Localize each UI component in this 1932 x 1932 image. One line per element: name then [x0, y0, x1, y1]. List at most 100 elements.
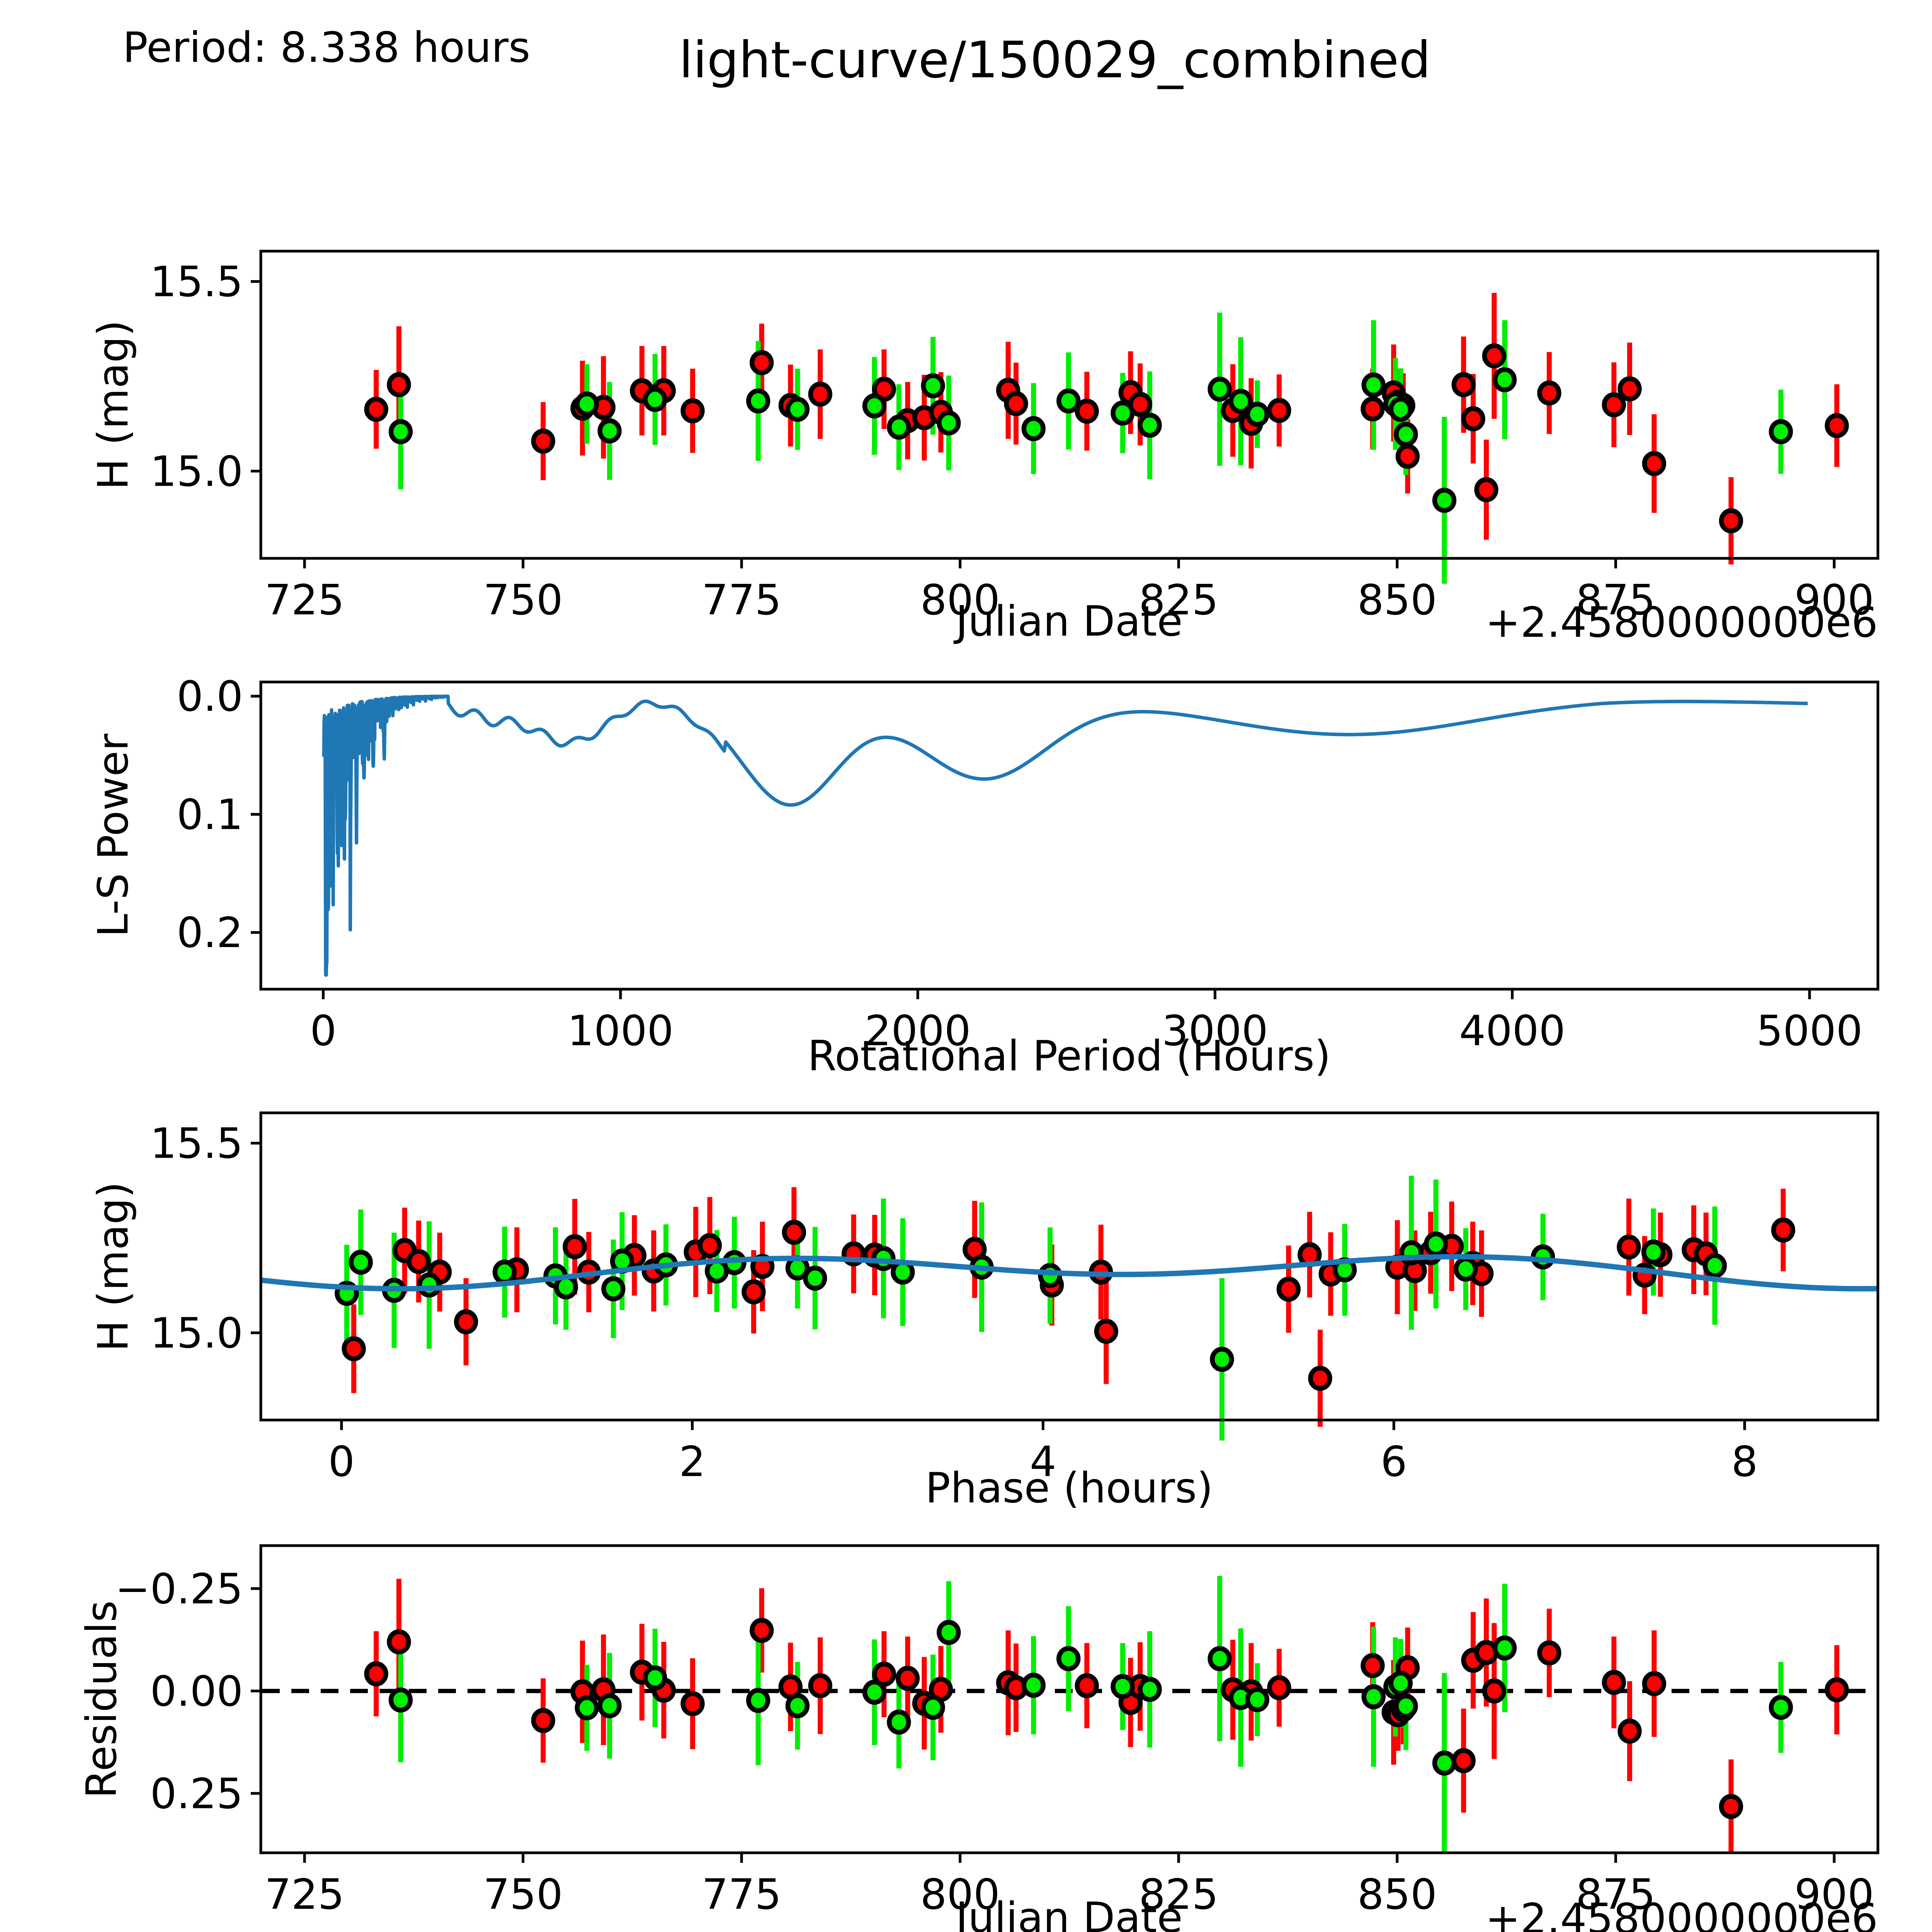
data-point: [750, 1617, 774, 1643]
data-point: [1617, 376, 1642, 401]
periodogram-curve: [322, 694, 1808, 977]
data-point: [937, 410, 961, 436]
data-point: [1602, 1670, 1626, 1695]
panel2-x-axis-label: Rotational Period (Hours): [808, 1032, 1331, 1080]
panel4-x-axis-label: Julian Date: [953, 1894, 1182, 1932]
x-tick-label: 2: [679, 1438, 706, 1486]
data-point: [1075, 1673, 1099, 1698]
data-point: [454, 1309, 478, 1335]
data-point: [1111, 400, 1135, 426]
period-annotation: Period: 8.338 hours: [123, 24, 531, 72]
data-point: [1394, 422, 1418, 447]
data-point: [1208, 376, 1232, 402]
y-tick-label: 0.25: [150, 1770, 243, 1818]
x-tick-label: 3000: [1162, 1007, 1268, 1055]
x-tick-label: 6: [1381, 1438, 1407, 1486]
y-tick-label: 15.5: [150, 258, 243, 306]
data-point: [750, 350, 774, 375]
panel2-x-ticks: 0 1000 2000 3000 4000 5000: [310, 989, 1862, 1055]
data-point: [785, 1693, 810, 1718]
data-point: [1267, 398, 1291, 423]
x-tick-label: 875: [1576, 576, 1655, 624]
data-point: [1208, 1646, 1232, 1671]
data-point: [862, 393, 887, 418]
data-point: [387, 1629, 411, 1655]
panel4-y-ticks: 0.25 0.00 −0.25: [115, 1565, 261, 1818]
data-point: [1454, 1256, 1478, 1282]
data-point: [1451, 372, 1476, 397]
x-tick-label: 825: [1139, 576, 1218, 624]
panel2-axes-frame: [259, 680, 1879, 991]
data-point: [742, 1279, 766, 1304]
data-point: [1021, 1673, 1046, 1698]
panel-phase-folded: 0 2 4 6 8 15.5 15.0 Phase (hours) H (mag): [89, 1111, 1879, 1512]
lightcurve-datapoints: [364, 293, 1849, 584]
x-tick-label: 850: [1357, 1871, 1437, 1919]
panel3-x-ticks: 0 2 4 6 8: [328, 1420, 1758, 1486]
data-point: [1111, 1674, 1135, 1699]
x-tick-label: 800: [920, 576, 1000, 624]
data-point: [1769, 1695, 1793, 1720]
data-point: [808, 381, 832, 407]
data-point: [597, 418, 622, 444]
panel1-x-offset-label: +2.4580000000e6: [1485, 599, 1878, 647]
panel4-axes-frame: [259, 1544, 1879, 1854]
panel3-y-ticks: 15.5 15.0: [150, 1120, 261, 1357]
x-tick-label: 900: [1794, 1871, 1874, 1919]
data-point: [808, 1673, 832, 1698]
data-point: [1432, 1750, 1457, 1776]
x-tick-label: 1000: [567, 1007, 673, 1055]
x-tick-label: 875: [1576, 1871, 1655, 1919]
panel-lomb-scargle: 0 1000 2000 3000 4000 5000 0.0 0.1 0.2 Rotation…: [89, 673, 1879, 1080]
data-point: [1492, 367, 1517, 393]
data-point: [1702, 1253, 1727, 1278]
x-tick-label: 4: [1030, 1438, 1056, 1486]
data-point: [575, 391, 599, 417]
data-point: [1361, 372, 1386, 398]
x-tick-label: 725: [265, 1871, 344, 1919]
data-point: [1537, 380, 1561, 406]
data-point: [697, 1233, 722, 1258]
data-point: [1210, 1347, 1234, 1372]
x-tick-label: 800: [920, 1871, 1000, 1919]
data-point: [1825, 413, 1849, 438]
data-point: [803, 1265, 827, 1291]
data-point: [349, 1250, 373, 1275]
data-point: [1308, 1366, 1332, 1391]
data-point: [746, 388, 770, 414]
data-point: [1451, 1748, 1476, 1773]
data-point: [1094, 1318, 1118, 1344]
y-tick-label: 15.0: [150, 1309, 243, 1357]
data-point: [563, 1234, 587, 1259]
panel2-y-axis-label: L-S Power: [89, 733, 138, 937]
phase-datapoints: [335, 1175, 1796, 1440]
y-tick-label: 0.0: [177, 673, 243, 721]
data-point: [1388, 1670, 1413, 1696]
data-point: [1482, 1678, 1507, 1704]
x-tick-label: 4000: [1459, 1007, 1565, 1055]
y-tick-label: 0.00: [150, 1667, 243, 1716]
data-point: [387, 372, 411, 397]
data-point: [1769, 419, 1793, 444]
data-point: [1267, 1675, 1291, 1701]
data-point: [1537, 1640, 1561, 1666]
data-point: [1642, 451, 1667, 476]
data-point: [531, 1708, 555, 1733]
x-tick-label: 0: [310, 1007, 337, 1055]
data-point: [388, 1687, 413, 1713]
y-tick-label: 0.2: [177, 909, 243, 957]
data-point: [1432, 488, 1457, 513]
panel3-axes-frame: [259, 1111, 1879, 1422]
data-point: [1394, 1694, 1418, 1719]
y-tick-label: −0.25: [115, 1565, 243, 1613]
data-point: [1056, 388, 1081, 414]
panel4-x-offset-label: +2.4580000000e6: [1485, 1895, 1878, 1932]
data-point: [921, 373, 945, 398]
data-point: [531, 429, 555, 454]
data-point: [1245, 1687, 1270, 1712]
data-point: [406, 1249, 431, 1274]
y-tick-label: 15.5: [150, 1120, 243, 1168]
data-point: [1719, 1794, 1743, 1819]
data-point: [597, 1693, 622, 1718]
